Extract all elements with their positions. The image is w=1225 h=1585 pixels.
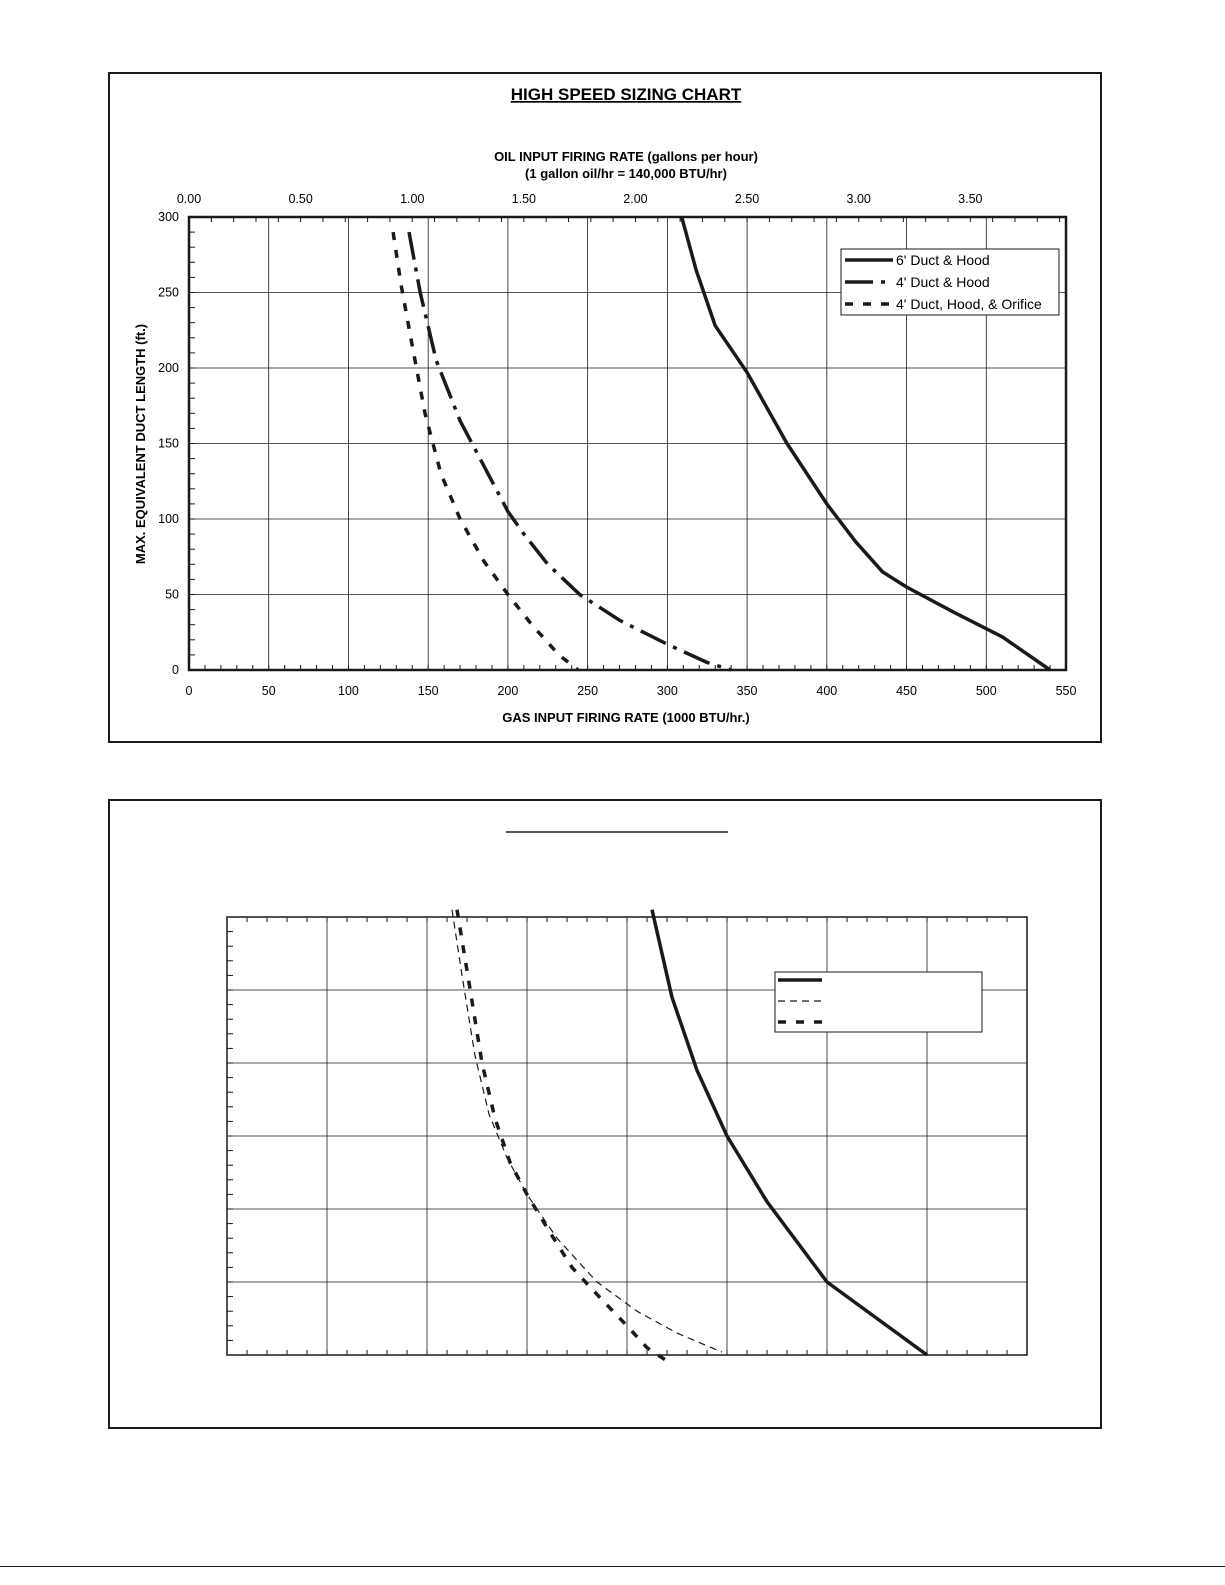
series-line-2 bbox=[451, 909, 723, 1353]
x-axis-title: GAS INPUT FIRING RATE (1000 BTU/hr.) bbox=[502, 710, 750, 725]
series-lines bbox=[391, 216, 1052, 672]
legend-label-4ft: 4' Duct & Hood bbox=[896, 274, 990, 290]
tick-marks bbox=[226, 916, 1028, 1356]
x2-tick-label: 3.50 bbox=[958, 192, 982, 206]
x-tick-label: 350 bbox=[737, 684, 758, 698]
x-tick-label: 0 bbox=[186, 684, 193, 698]
y-tick-label: 300 bbox=[158, 210, 179, 224]
y-tick-label: 50 bbox=[165, 588, 179, 602]
series-lines bbox=[451, 909, 929, 1364]
series-line-3 bbox=[391, 231, 580, 672]
chart-panel-second bbox=[108, 799, 1102, 1429]
plot-frame bbox=[187, 215, 1068, 672]
x-tick-label: 50 bbox=[262, 684, 276, 698]
y-tick-label: 200 bbox=[158, 361, 179, 375]
legend-label-4ft-orifice: 4' Duct, Hood, & Orifice bbox=[896, 296, 1042, 312]
x-tick-label: 200 bbox=[497, 684, 518, 698]
x-tick-label: 100 bbox=[338, 684, 359, 698]
x-tick-label: 150 bbox=[418, 684, 439, 698]
y-tick-label: 250 bbox=[158, 286, 179, 300]
x2-tick-label: 1.00 bbox=[400, 192, 424, 206]
legend: 6' Duct & Hood 4' Duct & Hood 4' Duct, H… bbox=[840, 248, 1060, 316]
legend-label-6ft: 6' Duct & Hood bbox=[896, 252, 990, 268]
x2-tick-label: 2.50 bbox=[735, 192, 759, 206]
x2-tick-label: 0.50 bbox=[288, 192, 312, 206]
x2-tick-label: 3.00 bbox=[847, 192, 871, 206]
tick-labels: 0 50 100 150 200 250 300 350 400 450 500 550 0 50 100 1… bbox=[158, 192, 1076, 698]
chart-panel-high-speed: HIGH SPEED SIZING CHART OIL INPUT FIRING… bbox=[108, 72, 1102, 743]
second-sizing-chart bbox=[226, 831, 1028, 1364]
x-tick-label: 550 bbox=[1056, 684, 1077, 698]
x2-tick-label: 2.00 bbox=[623, 192, 647, 206]
legend bbox=[774, 971, 983, 1033]
x-tick-label: 400 bbox=[816, 684, 837, 698]
y-tick-label: 150 bbox=[158, 437, 179, 451]
chart-title: HIGH SPEED SIZING CHART bbox=[511, 85, 742, 104]
top-axis-subtitle: (1 gallon oil/hr = 140,000 BTU/hr) bbox=[525, 166, 727, 181]
series-line-1 bbox=[650, 909, 929, 1357]
x-tick-label: 500 bbox=[976, 684, 997, 698]
plot-frame bbox=[226, 916, 1028, 1356]
legend-box bbox=[774, 971, 983, 1033]
y-axis-title: MAX. EQUIVALENT DUCT LENGTH (ft.) bbox=[133, 324, 148, 564]
y-tick-label: 100 bbox=[158, 512, 179, 526]
series-line-2 bbox=[407, 231, 732, 672]
y-tick-label: 0 bbox=[172, 663, 179, 677]
x2-tick-label: 0.00 bbox=[177, 192, 201, 206]
top-axis-title: OIL INPUT FIRING RATE (gallons per hour) bbox=[494, 149, 758, 164]
x-tick-label: 250 bbox=[577, 684, 598, 698]
high-speed-sizing-chart: HIGH SPEED SIZING CHART OIL INPUT FIRING… bbox=[133, 85, 1076, 725]
series-line-1 bbox=[680, 216, 1052, 672]
page-bottom-rule bbox=[0, 1566, 1225, 1567]
x-tick-label: 450 bbox=[896, 684, 917, 698]
x2-tick-label: 1.50 bbox=[512, 192, 536, 206]
x-tick-label: 300 bbox=[657, 684, 678, 698]
